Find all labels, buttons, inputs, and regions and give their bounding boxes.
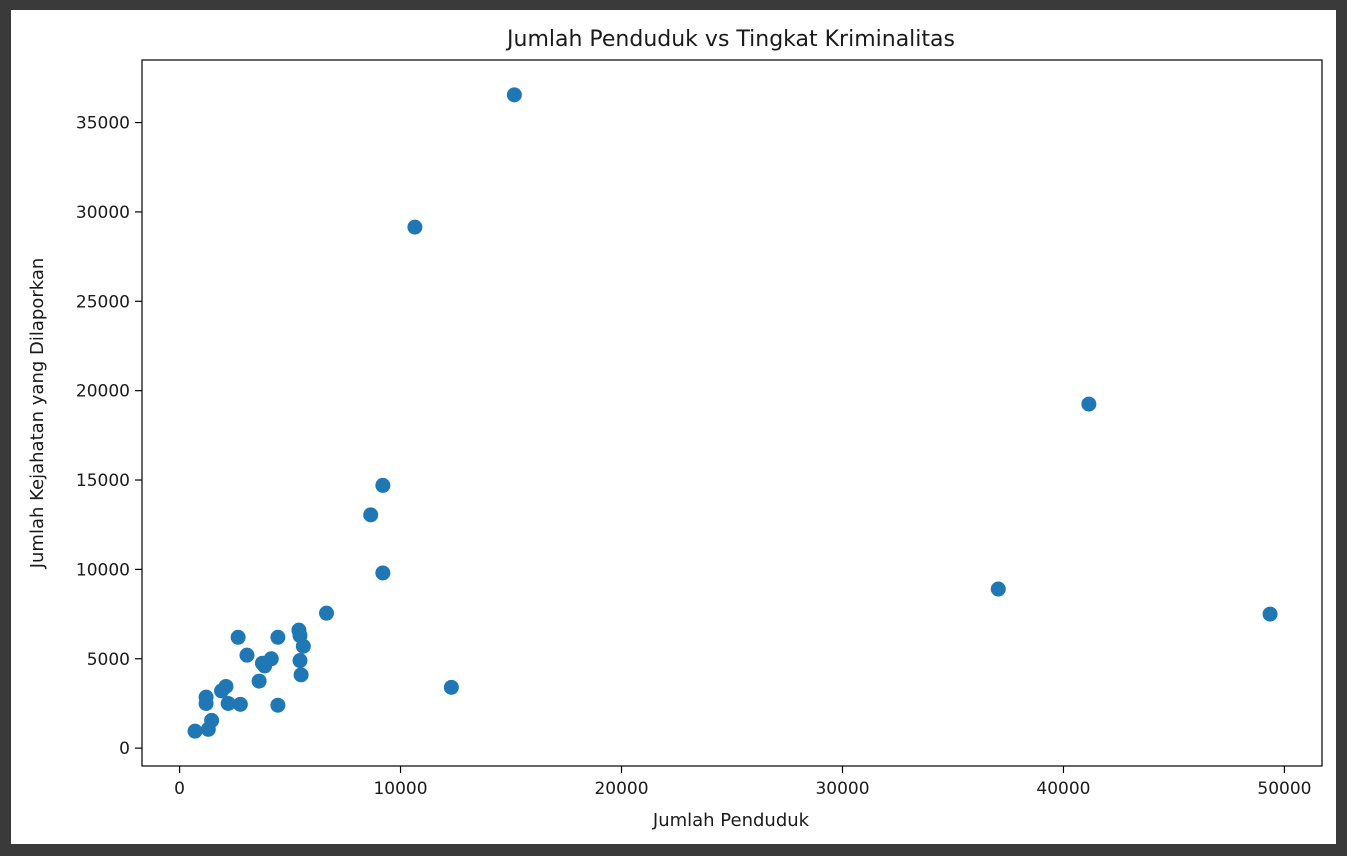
scatter-chart: Jumlah Penduduk vs Tingkat Kriminalitas …: [27, 27, 1323, 831]
data-point: [506, 87, 522, 103]
x-tick-label: 10000: [373, 779, 427, 799]
data-point: [375, 565, 391, 581]
data-point: [319, 605, 335, 621]
plot-area-frame: [141, 59, 1323, 767]
data-point: [230, 629, 246, 645]
data-point: [204, 712, 220, 728]
data-point: [270, 697, 286, 713]
y-tick-label: 5000: [87, 650, 130, 670]
y-tick-label: 35000: [76, 114, 130, 134]
y-axis-label: Jumlah Kejahatan yang Dilaporkan: [27, 258, 48, 570]
x-tick-label: 20000: [594, 779, 648, 799]
chart-figure: Jumlah Penduduk vs Tingkat Kriminalitas …: [11, 10, 1336, 844]
data-point: [375, 477, 391, 493]
data-point: [239, 647, 255, 663]
data-point: [363, 507, 379, 523]
data-point: [251, 673, 267, 689]
chart-title: Jumlah Penduduk vs Tingkat Kriminalitas: [505, 27, 955, 52]
data-point: [187, 723, 203, 739]
x-tick-label: 0: [174, 779, 185, 799]
data-point: [295, 638, 311, 654]
data-point: [220, 695, 236, 711]
data-point: [293, 667, 309, 683]
y-tick-label: 20000: [76, 382, 130, 402]
y-tick-label: 0: [119, 739, 130, 759]
data-point: [407, 219, 423, 235]
x-tick-label: 40000: [1036, 779, 1090, 799]
data-point: [198, 689, 214, 705]
data-point: [1081, 396, 1097, 412]
data-point: [292, 653, 308, 669]
data-point: [232, 696, 248, 712]
y-tick-label: 30000: [76, 203, 130, 223]
data-point: [263, 651, 279, 667]
x-axis-label: Jumlah Penduduk: [652, 810, 810, 831]
data-point: [270, 629, 286, 645]
y-tick-label: 25000: [76, 292, 130, 312]
data-points: [187, 87, 1278, 739]
y-tick-label: 15000: [76, 471, 130, 491]
x-axis-ticks: 0 10000 20000 30000 40000 50000: [174, 766, 1311, 799]
data-point: [218, 678, 234, 694]
data-point: [1262, 606, 1278, 622]
data-point: [443, 679, 459, 695]
data-point: [990, 581, 1006, 597]
y-tick-label: 10000: [76, 560, 130, 580]
x-tick-label: 50000: [1257, 779, 1311, 799]
x-tick-label: 30000: [815, 779, 869, 799]
y-axis-ticks: 0 5000 10000 15000 20000 25000 30000 35000: [76, 114, 142, 759]
